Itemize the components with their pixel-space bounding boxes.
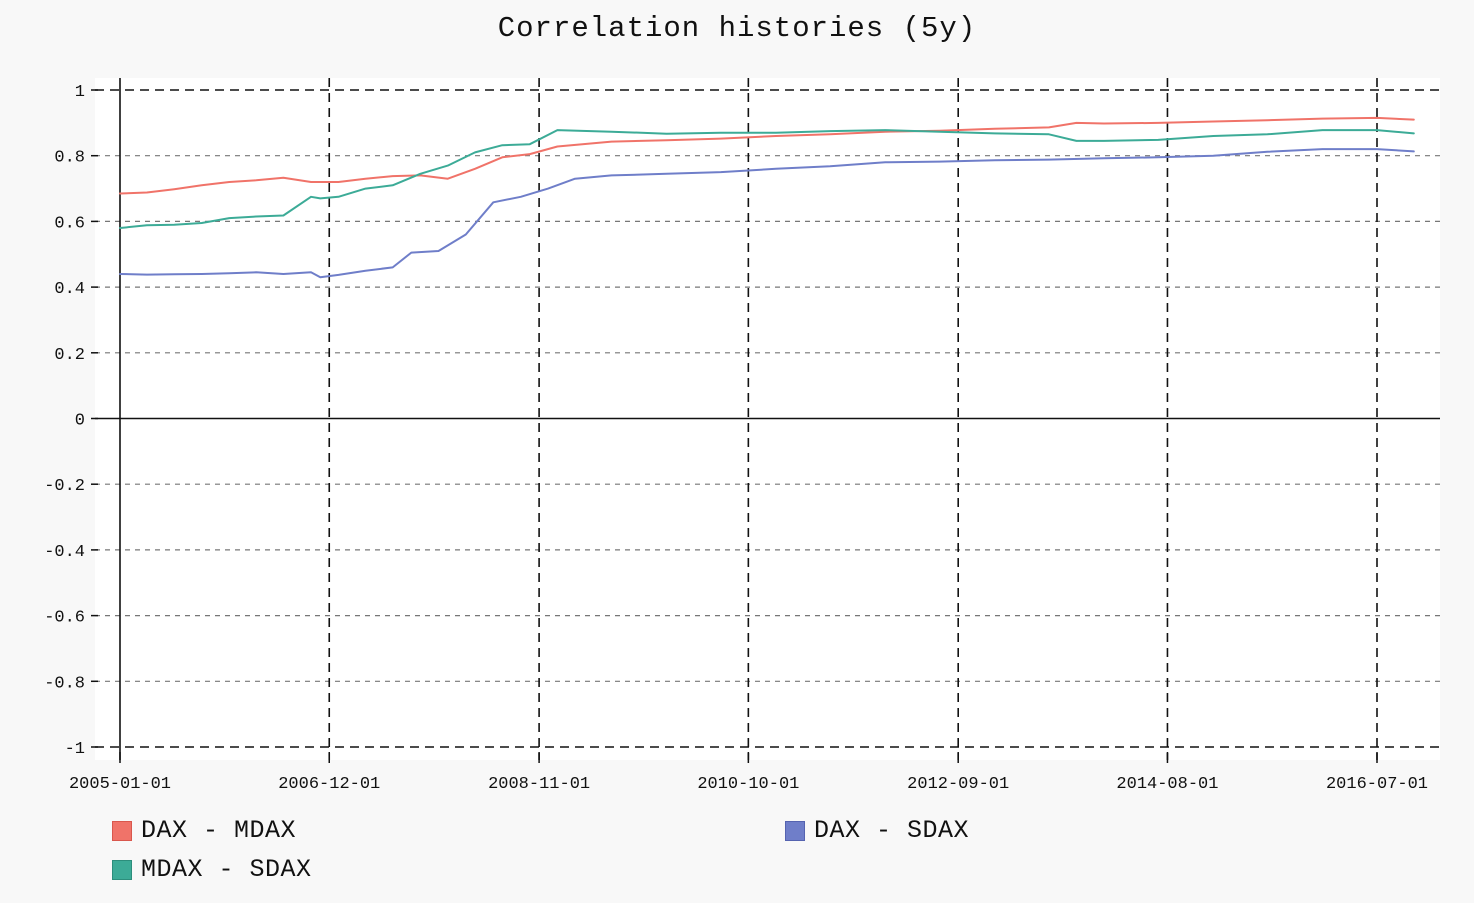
legend-label: MDAX - SDAX (141, 855, 312, 884)
data-series (119, 116, 1415, 279)
x-tick-label: 2014-08-01 (1116, 775, 1218, 794)
chart-title: Correlation histories (5y) (497, 12, 977, 45)
y-tick-label: -1 (65, 740, 85, 759)
x-tick-label: 2012-09-01 (907, 775, 1009, 794)
x-tick-label: 2005-01-01 (69, 775, 171, 794)
y-tick-label: -0.8 (44, 674, 85, 693)
y-tick-label: 1 (75, 83, 85, 102)
legend-item-mdax-sdax[interactable]: MDAX - SDAX (112, 855, 312, 884)
legend-item-dax-sdax[interactable]: DAX - SDAX (785, 816, 969, 845)
y-tick-label: 0.4 (54, 280, 85, 299)
y-tick-label: 0.8 (54, 149, 85, 168)
series-line-mdax-sdax (119, 129, 1415, 229)
y-tick-label: -0.4 (44, 543, 85, 562)
x-tick-label: 2006-12-01 (278, 775, 380, 794)
series-line-dax-mdax (119, 116, 1415, 195)
legend-swatch (785, 820, 805, 841)
legend-swatch (112, 820, 132, 841)
y-tick-label: 0 (75, 412, 85, 431)
legend-label: DAX - MDAX (141, 816, 297, 845)
y-tick-label: 0.2 (54, 346, 85, 365)
legend-item-dax-mdax[interactable]: DAX - MDAX (112, 816, 296, 845)
y-tick-label: -0.6 (44, 609, 85, 628)
x-tick-label: 2016-07-01 (1326, 775, 1428, 794)
grid-lines (95, 78, 1440, 760)
x-tick-label: 2008-11-01 (488, 775, 590, 794)
series-line-dax-sdax (119, 148, 1415, 279)
axes: 1 0.8 0.6 0.4 0.2 0 -0.2 -0.4 -0.6 -0.8 -1 2005-01-… (44, 78, 1428, 794)
legend-label: DAX - SDAX (814, 816, 970, 845)
y-tick-label: -0.2 (44, 477, 85, 496)
x-tick-label: 2010-10-01 (697, 775, 799, 794)
legend-swatch (112, 859, 132, 880)
y-tick-label: 0.6 (54, 214, 85, 233)
